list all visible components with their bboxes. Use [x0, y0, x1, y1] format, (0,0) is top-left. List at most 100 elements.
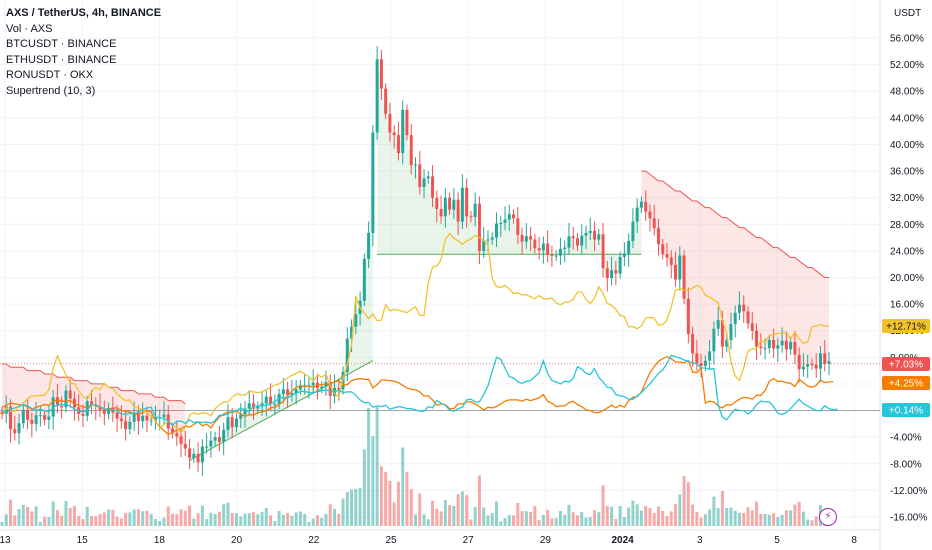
- candle-body: [575, 238, 579, 246]
- candle-body: [269, 396, 273, 404]
- candle: [524, 222, 528, 249]
- volume-bar: [13, 515, 17, 526]
- candle-body: [580, 235, 584, 246]
- candle-body: [375, 59, 379, 133]
- candle: [98, 393, 102, 418]
- volume-bar: [273, 521, 277, 526]
- candle-body: [392, 132, 396, 136]
- candle-body: [371, 132, 375, 233]
- supertrend-line-0: [2, 363, 186, 405]
- candle: [635, 198, 639, 233]
- candle-body: [0, 411, 4, 414]
- volume-bar: [68, 507, 72, 526]
- candle: [546, 230, 550, 263]
- volume-bar: [784, 510, 788, 526]
- supertrend-line-3: [641, 170, 829, 278]
- candle: [499, 215, 503, 237]
- supertrend-fill-1: [189, 132, 373, 463]
- candle-body: [477, 203, 481, 251]
- volume-bar: [759, 513, 763, 526]
- volume-bar: [34, 506, 38, 526]
- candle: [772, 328, 776, 358]
- x-tick-label: 15: [77, 535, 89, 546]
- legend-item-eth[interactable]: ETHUSDT · BINANCE: [6, 53, 117, 66]
- candle-body: [43, 415, 47, 420]
- volume-bar: [256, 514, 260, 526]
- price-scale-unit[interactable]: USDT: [894, 8, 922, 19]
- candle: [776, 338, 780, 362]
- price-badge-bg: [882, 403, 930, 417]
- candle: [273, 394, 277, 416]
- candle-body: [512, 214, 516, 219]
- candle-body: [426, 176, 430, 179]
- candle-body: [558, 248, 562, 256]
- candle-body: [124, 421, 128, 430]
- candle: [575, 232, 579, 251]
- candle-body: [68, 390, 72, 399]
- volume-bar: [333, 508, 336, 526]
- volume-bar: [234, 513, 238, 526]
- candle: [256, 401, 260, 414]
- volume-bar: [128, 512, 132, 526]
- candle-body: [4, 406, 8, 414]
- candle: [68, 379, 72, 408]
- candle: [443, 188, 447, 228]
- volume-bar: [192, 518, 196, 526]
- candle: [286, 381, 290, 408]
- candle: [264, 389, 268, 417]
- candle-body: [405, 109, 409, 136]
- volume-bar: [512, 515, 516, 526]
- volume-bar: [298, 511, 302, 526]
- candle: [784, 331, 788, 361]
- volume-bar: [414, 514, 417, 526]
- volume-bar: [51, 501, 55, 526]
- candle-body: [264, 396, 268, 404]
- volume-bar: [392, 502, 396, 526]
- candle-body: [362, 258, 366, 301]
- candle-body: [682, 255, 686, 299]
- candle: [362, 253, 366, 307]
- legend-item-supertrend[interactable]: Supertrend (10, 3): [6, 84, 96, 97]
- candle-body: [188, 448, 192, 458]
- candle-body: [691, 334, 695, 354]
- candle: [141, 402, 145, 429]
- supertrend-fill-0: [2, 364, 186, 449]
- candle-body: [750, 323, 754, 331]
- candle: [473, 192, 477, 227]
- candle: [797, 347, 801, 383]
- volume-bar: [597, 512, 601, 526]
- candle-body: [401, 109, 405, 154]
- volume-bar: [644, 506, 648, 526]
- volume-bar: [311, 518, 315, 526]
- volume-bar: [145, 510, 149, 526]
- candle: [793, 330, 797, 364]
- price-badge: +0.14%: [882, 403, 930, 417]
- candle-body: [469, 216, 473, 218]
- candle-body: [34, 415, 38, 424]
- candle: [226, 403, 230, 438]
- volume-bar: [571, 512, 575, 526]
- candle: [503, 206, 507, 231]
- volume-bar: [409, 489, 413, 526]
- volume-bar: [580, 512, 584, 526]
- candle-body: [141, 415, 145, 422]
- volume-bar: [222, 504, 226, 526]
- candle: [482, 226, 486, 259]
- legend-item-volume[interactable]: Vol · AXS: [6, 22, 53, 35]
- candle: [477, 196, 481, 265]
- legend-item-btc[interactable]: BTCUSDT · BINANCE: [6, 38, 117, 50]
- volume-bar: [90, 516, 94, 526]
- volume-bar: [30, 511, 34, 526]
- candle: [780, 327, 784, 353]
- volume-bar: [179, 509, 183, 526]
- lightning-bolt-icon[interactable]: ⚡: [819, 508, 837, 526]
- candle-body: [260, 403, 264, 407]
- candle-body: [686, 298, 690, 335]
- candle-body: [593, 230, 597, 240]
- y-tick-label: -8.00%: [890, 459, 922, 470]
- candle-body: [226, 417, 230, 430]
- legend-item-ron[interactable]: RONUSDT · OKX: [6, 69, 94, 81]
- volume-bar: [188, 505, 192, 526]
- candle: [64, 385, 68, 413]
